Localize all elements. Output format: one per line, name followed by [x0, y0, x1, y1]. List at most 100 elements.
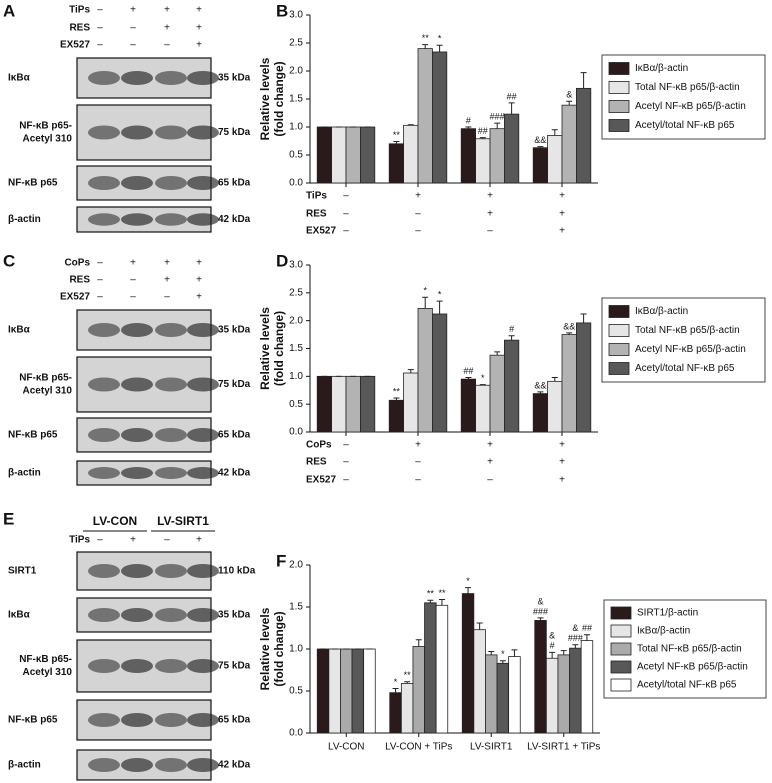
- y-tick-label: 1.5: [289, 602, 303, 613]
- bar: [424, 602, 437, 734]
- error-bar: [427, 599, 434, 603]
- condition-name: TiPs: [306, 191, 327, 202]
- condition-sign: +: [130, 535, 136, 546]
- legend-swatch: [608, 119, 630, 132]
- protein-label: IκBα: [8, 325, 31, 336]
- blot-band: [187, 125, 219, 140]
- protein-label: SIRT1: [8, 566, 37, 577]
- size-label: 35 kDa: [218, 325, 251, 336]
- bar: [328, 648, 341, 734]
- bar: [475, 384, 491, 433]
- condition-name: RES: [306, 457, 327, 468]
- bar: [503, 339, 520, 433]
- bar: [316, 126, 333, 184]
- condition-name: RES: [306, 209, 327, 220]
- bar: [545, 657, 559, 734]
- condition-sign: –: [343, 440, 349, 451]
- significance-mark: *: [394, 677, 398, 687]
- y-tick-label: 0.0: [289, 178, 303, 189]
- condition-sign: +: [196, 23, 202, 34]
- bar: [503, 113, 520, 184]
- bar: [496, 662, 510, 734]
- condition-sign: –: [97, 40, 103, 51]
- condition-sign: –: [130, 292, 136, 303]
- y-tick-label: 2.5: [289, 38, 303, 49]
- significance-mark: **: [427, 589, 435, 599]
- condition-sign: +: [130, 5, 136, 16]
- significance-mark: **: [393, 130, 401, 140]
- y-tick-label: 2.0: [289, 560, 303, 571]
- error-bar: [494, 351, 501, 356]
- condition-sign: +: [196, 292, 202, 303]
- x-tick-label: LV-SIRT1: [470, 742, 513, 753]
- panel-letter: C: [3, 251, 15, 270]
- blot-band: [187, 467, 219, 479]
- significance-mark: &: [566, 90, 572, 100]
- condition-sign: –: [415, 457, 421, 468]
- bar: [532, 393, 549, 433]
- significance-mark: ###: [490, 111, 505, 121]
- error-bar: [438, 598, 445, 606]
- blot-band: [88, 377, 120, 392]
- significance-mark: *: [466, 576, 470, 586]
- blot-band: [121, 125, 153, 140]
- condition-sign: +: [196, 275, 202, 286]
- condition-sign: –: [343, 226, 349, 237]
- bar: [460, 378, 477, 433]
- condition-sign: +: [487, 457, 493, 468]
- blot-band: [155, 428, 187, 442]
- condition-sign: +: [559, 457, 565, 468]
- y-axis-label: (fold change): [272, 311, 286, 386]
- error-bar: [551, 129, 558, 136]
- blot-band: [155, 608, 187, 622]
- error-bar: [511, 649, 518, 657]
- significance-mark: &: [572, 623, 578, 633]
- y-tick-label: 2.0: [289, 66, 303, 77]
- blot-band: [88, 323, 120, 337]
- error-bar: [549, 651, 556, 659]
- bar: [485, 654, 498, 734]
- blot-band: [121, 377, 153, 392]
- bar: [351, 648, 365, 734]
- blot-band: [187, 71, 219, 85]
- error-bar: [436, 44, 443, 52]
- legend-swatch: [608, 62, 630, 75]
- condition-name: RES: [69, 275, 90, 286]
- blot-band: [88, 125, 120, 140]
- legend-label: IκBα/β-actin: [635, 306, 688, 317]
- blot-band: [88, 213, 120, 226]
- error-bar: [566, 100, 573, 106]
- blot-band: [187, 758, 219, 772]
- protein-label: IκBα: [8, 73, 31, 84]
- bar: [417, 48, 433, 184]
- blot-band: [187, 213, 219, 226]
- condition-sign: +: [196, 5, 202, 16]
- condition-sign: +: [559, 209, 565, 220]
- error-bar: [580, 72, 587, 89]
- error-bar: [583, 634, 590, 641]
- size-label: 35 kDa: [218, 610, 251, 621]
- bar: [576, 322, 592, 433]
- blot-band: [88, 564, 120, 578]
- condition-sign: –: [97, 5, 103, 16]
- legend-label: Total NF-κB p65/β-actin: [637, 644, 742, 655]
- bar: [561, 104, 577, 184]
- bar: [431, 51, 448, 184]
- condition-sign: +: [164, 275, 170, 286]
- protein-label: β-actin: [8, 468, 41, 479]
- protein-label: NF-κB p65-: [19, 654, 72, 665]
- size-label: 75 kDa: [218, 379, 251, 390]
- significance-mark: &&: [534, 135, 546, 145]
- error-bar: [392, 687, 399, 693]
- error-bar: [537, 146, 544, 148]
- bar: [461, 593, 475, 734]
- condition-sign: –: [487, 475, 493, 486]
- blot-band: [155, 71, 187, 85]
- condition-sign: –: [97, 23, 103, 34]
- condition-sign: –: [487, 226, 493, 237]
- condition-sign: –: [130, 40, 136, 51]
- blot-band: [155, 176, 187, 190]
- protein-label: β-actin: [8, 760, 41, 771]
- size-label: 65 kDa: [218, 715, 251, 726]
